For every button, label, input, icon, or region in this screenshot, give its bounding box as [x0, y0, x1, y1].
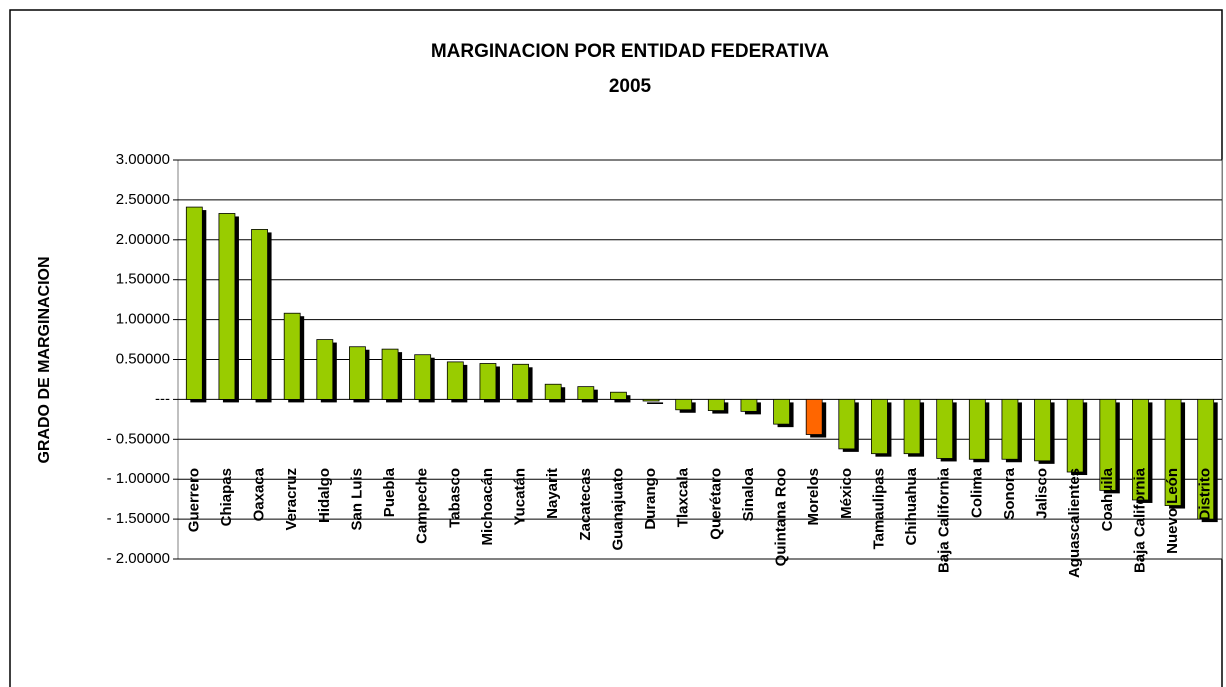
- bar: [610, 391, 627, 400]
- bar: [968, 398, 986, 460]
- x-tick-label: Baja California: [1131, 467, 1148, 573]
- x-tick-label: Baja California: [936, 467, 953, 573]
- chart-title: MARGINACION POR ENTIDAD FEDERATIVA: [431, 41, 830, 62]
- x-tick-label: Tlaxcala: [675, 467, 692, 527]
- y-tick-label: - 1.00000: [107, 470, 170, 487]
- bar: [1034, 398, 1051, 462]
- y-tick-label: 0.50000: [116, 350, 170, 367]
- y-axis-label: GRADO DE MARGINACION: [36, 256, 53, 463]
- x-tick-label: Hidalgo: [316, 468, 333, 523]
- y-tick-label: 1.00000: [116, 311, 170, 328]
- x-tick-label: Puebla: [381, 467, 398, 517]
- bar: [1099, 398, 1117, 491]
- bar: [446, 361, 464, 400]
- x-tick-label: Tabasco: [446, 468, 463, 528]
- bar: [185, 206, 203, 400]
- x-tick-label: San Luis: [348, 468, 365, 531]
- x-tick-label: Chihuahua: [903, 467, 920, 545]
- y-tick-label: 1.50000: [116, 271, 170, 288]
- x-tick-label: Campeche: [414, 468, 431, 544]
- x-tick-label: Guanajuato: [609, 468, 626, 551]
- x-tick-label: Chiapas: [218, 468, 235, 526]
- x-tick-label: Veracruz: [283, 468, 300, 531]
- bar: [707, 398, 725, 411]
- x-tick-label: Coahuila: [1099, 467, 1116, 531]
- y-tick-label: ---: [155, 390, 170, 407]
- bar: [773, 398, 790, 425]
- bar: [642, 398, 660, 402]
- x-tick-label: Querétaro: [707, 468, 724, 540]
- bar: [740, 398, 758, 412]
- bar: [1164, 398, 1182, 506]
- y-tick-label: - 2.00000: [107, 550, 170, 567]
- x-tick-label: Guerrero: [185, 468, 202, 532]
- x-tick-label: Jalisco: [1034, 468, 1051, 519]
- x-tick-label: Sinaloa: [740, 467, 757, 521]
- bar: [871, 398, 888, 455]
- x-tick-label: Nuevo León: [1164, 468, 1181, 554]
- x-tick-label: Aguascalientes: [1066, 468, 1083, 578]
- bar: [381, 348, 399, 400]
- x-tick-label: Distrito: [1197, 468, 1214, 521]
- bar: [805, 398, 823, 435]
- y-tick-label: 2.00000: [116, 231, 170, 248]
- bar: [1132, 398, 1149, 501]
- x-tick-label: Nayarit: [544, 468, 561, 519]
- bar: [414, 354, 432, 400]
- bar: [1197, 398, 1215, 520]
- chart-subtitle: 2005: [609, 76, 652, 97]
- y-tick-label: 2.50000: [116, 191, 170, 208]
- x-tick-label: Zacatecas: [577, 468, 594, 541]
- x-tick-label: Tamaulipas: [870, 468, 887, 549]
- bar: [512, 363, 529, 400]
- bar: [675, 398, 693, 411]
- bar: [251, 229, 268, 400]
- x-tick-label: Yucatán: [512, 468, 529, 526]
- x-tick-label: Quintana Roo: [773, 468, 790, 566]
- y-tick-label: 3.00000: [116, 151, 170, 168]
- x-tick-label: Michoacán: [479, 468, 496, 546]
- bar: [577, 386, 595, 400]
- bar: [1001, 398, 1019, 460]
- bar: [479, 363, 497, 400]
- bar: [1066, 398, 1084, 473]
- y-tick-label: - 1.50000: [107, 510, 170, 527]
- bar: [936, 398, 954, 459]
- bar: [903, 398, 921, 455]
- x-tick-label: Sonora: [1001, 467, 1018, 519]
- x-tick-label: Colima: [968, 467, 985, 518]
- y-tick-label: - 0.50000: [107, 430, 170, 447]
- bar: [316, 339, 334, 400]
- x-tick-label: México: [838, 468, 855, 519]
- bar-shadow: [647, 402, 664, 404]
- bar: [218, 213, 236, 400]
- x-tick-label: Oaxaca: [251, 467, 268, 521]
- bar: [349, 346, 366, 400]
- x-tick-label: Durango: [642, 468, 659, 530]
- bar: [283, 312, 301, 400]
- bar: [544, 383, 562, 400]
- x-tick-label: Morelos: [805, 468, 822, 526]
- bar: [838, 398, 856, 450]
